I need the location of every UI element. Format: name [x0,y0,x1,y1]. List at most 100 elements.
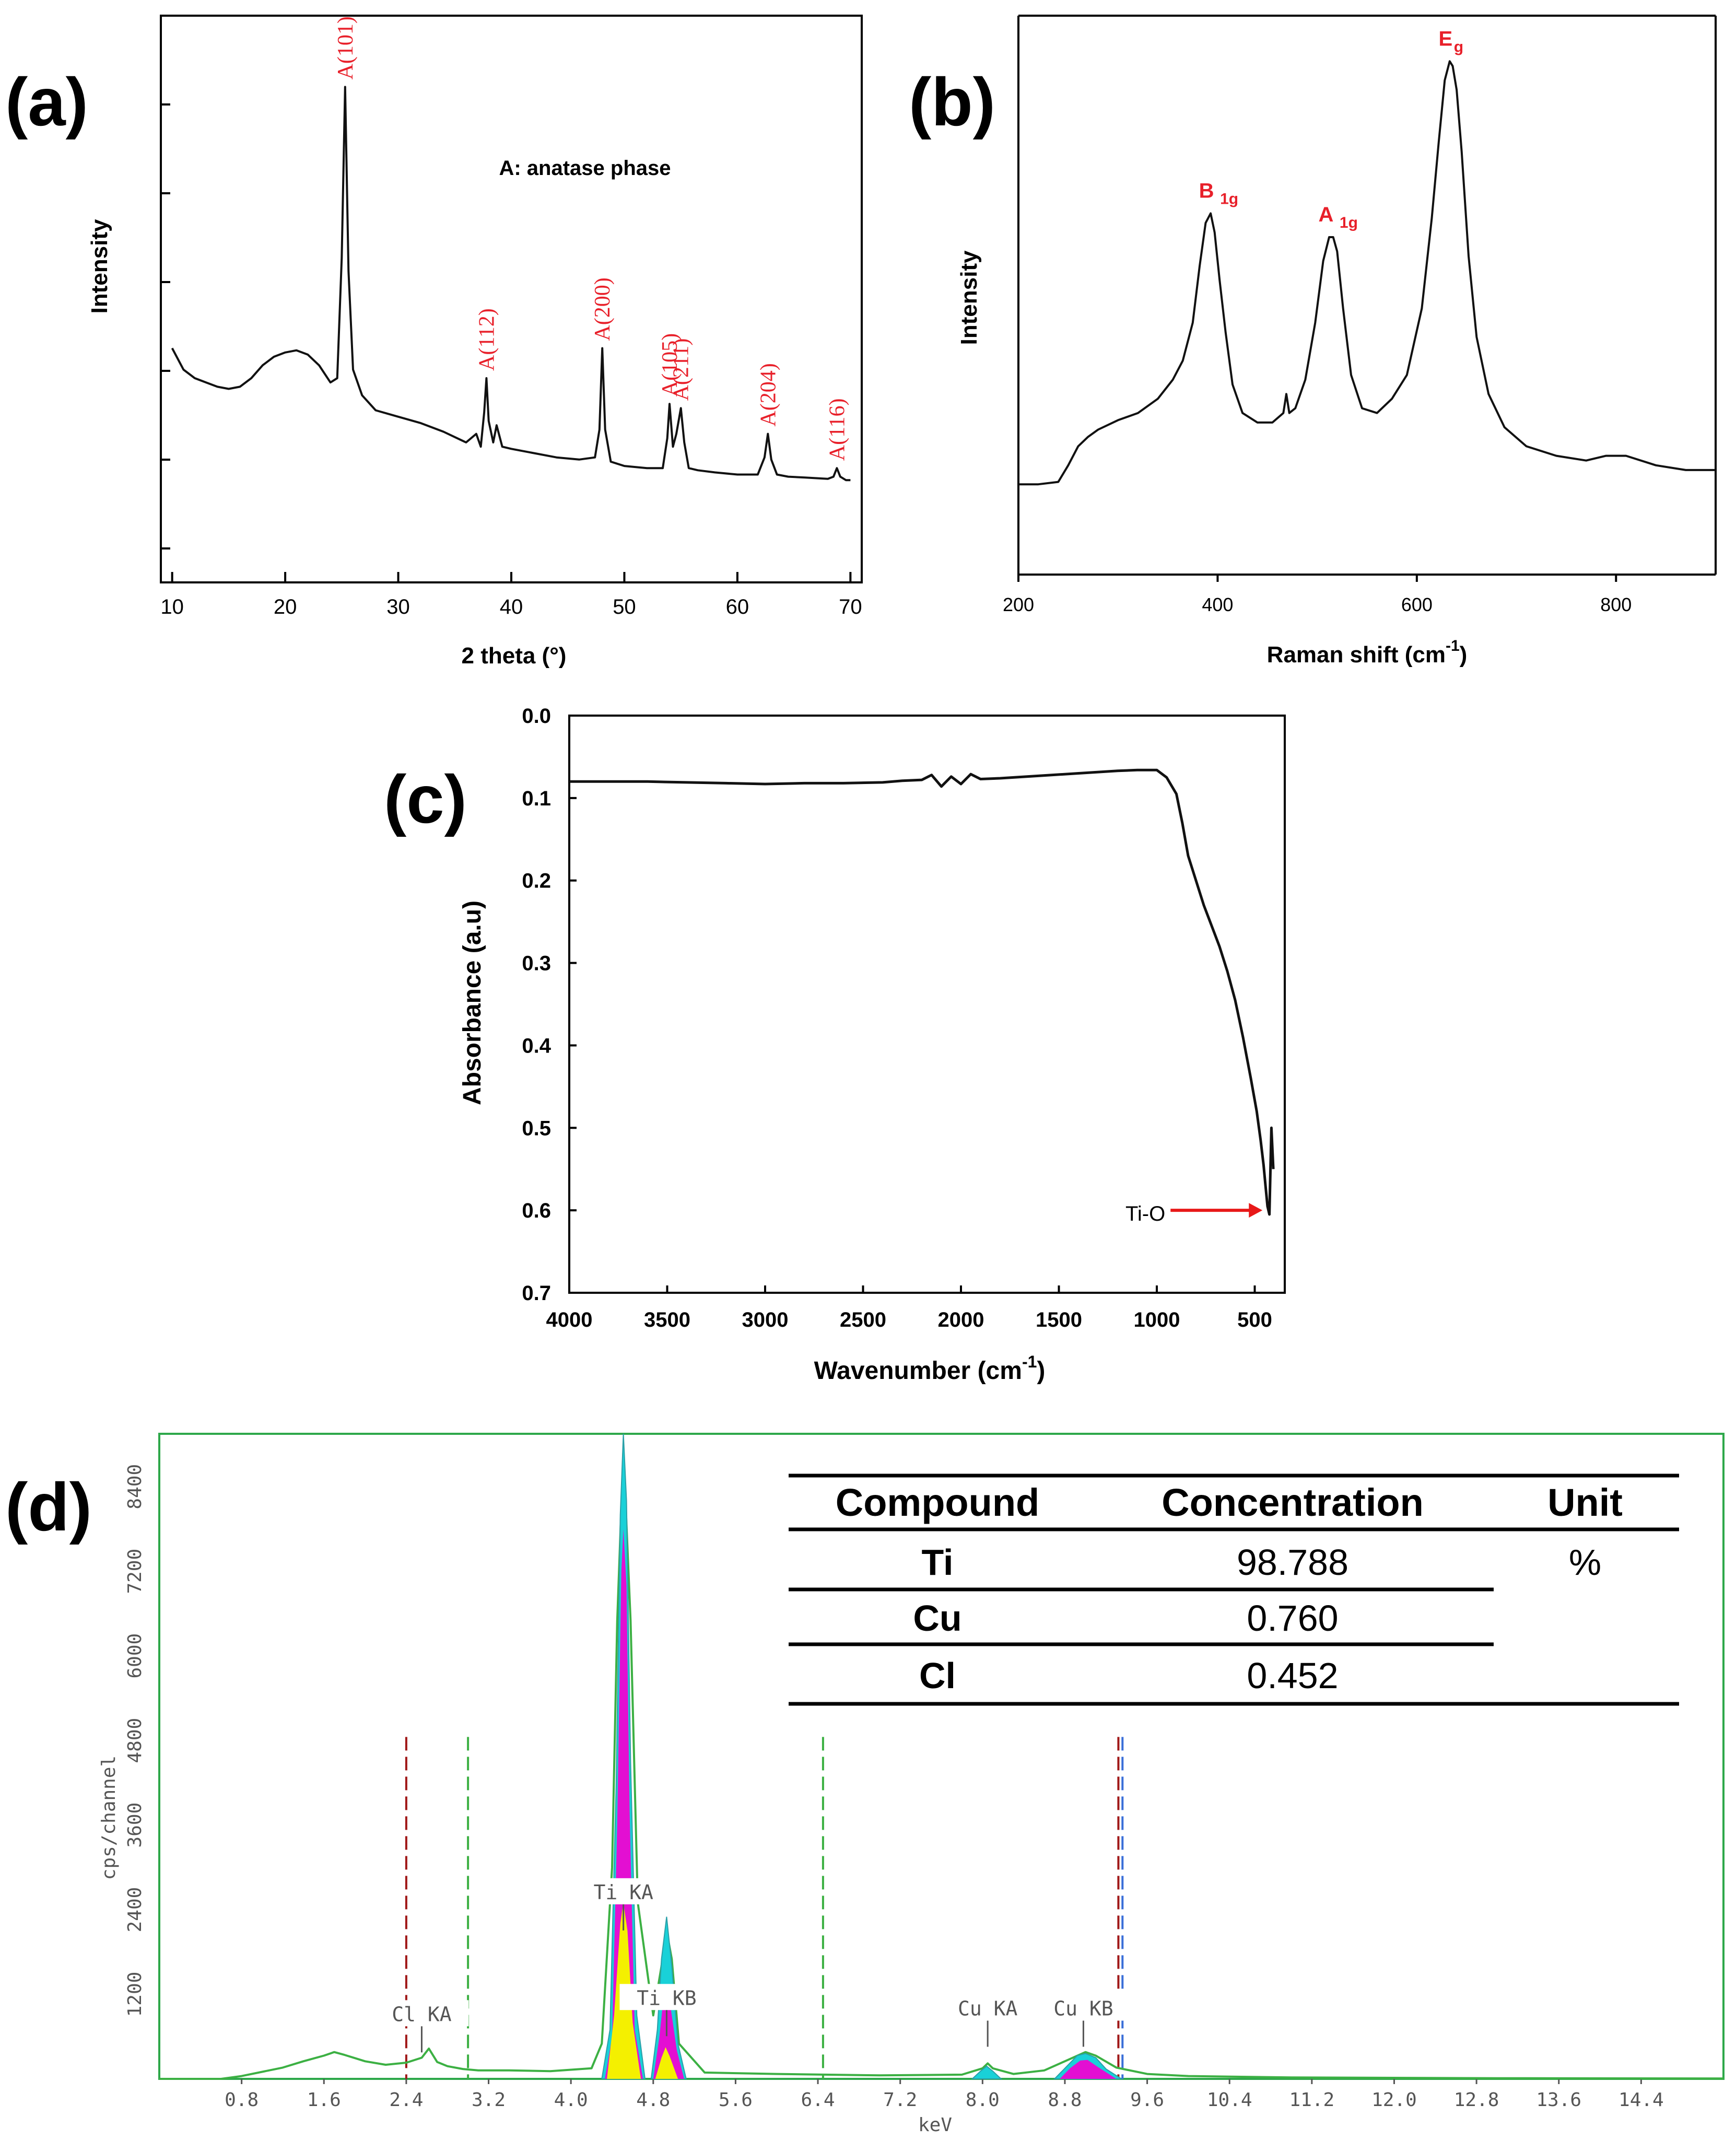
panel-b-label: (b) [909,64,995,140]
peak-label: A(200) [591,277,615,341]
y-tick-label: 0.0 [522,705,551,728]
table-cell-concentration: 0.452 [1247,1655,1338,1696]
composition-table: Compound Concentration Unit Ti 98.788 % Cu 0.76… [789,1473,1679,1706]
inset-text: A: anatase phase [499,157,671,180]
y-tick-label: 4800 [124,1718,146,1763]
x-tick-label: 14.4 [1618,2089,1664,2111]
y-tick-label: 1200 [124,1972,146,2017]
y-tick-label: 0.3 [522,952,551,975]
eds-peak-area [1060,2060,1117,2079]
y-tick-label: 0.1 [522,787,551,810]
xrd-series-line [171,86,851,482]
ti-o-arrow-head [1249,1203,1263,1218]
panel-c-label: (c) [384,761,467,837]
peak-label: A(101) [334,16,358,79]
ti-o-label: Ti-O [1125,1202,1165,1225]
raman-peak-subscript: g [1454,38,1463,55]
eds-peak-label: Ti KA [593,1881,653,1904]
peak-label-box [374,2000,469,2027]
x-tick-label: 10.4 [1207,2089,1252,2111]
x-tick-label: 3.2 [472,2089,506,2111]
table-cell-compound: Ti [922,1542,954,1583]
x-tick-label: 10 [160,595,184,618]
table-header: Unit [1547,1481,1623,1524]
x-tick-label: 3000 [742,1308,789,1331]
x-tick-label: 13.6 [1536,2089,1581,2111]
x-tick-label: 12.8 [1454,2089,1499,2111]
x-tick-label: 2000 [938,1308,984,1331]
x-tick-label: 8.0 [966,2089,1000,2111]
x-tick-label: 800 [1600,594,1632,615]
x-tick-label: 1.6 [307,2089,341,2111]
x-tick-label: 20 [274,595,297,618]
panel-d-frame [158,1433,1725,2080]
peak-label-box [619,1984,714,2010]
x-tick-label: 12.0 [1371,2089,1417,2111]
raman-series-line [1018,60,1716,486]
y-axis-label: Absorbance (a.u) [459,900,486,1105]
raman-peak-subscript: 1g [1340,214,1358,231]
x-tick-label: 3500 [644,1308,690,1331]
y-tick-label: 8400 [124,1464,146,1510]
table-header: Concentration [1162,1481,1424,1524]
x-tick-label: 4000 [546,1308,593,1331]
table-cell-compound: Cl [919,1655,956,1696]
eds-peak-area [655,2047,678,2079]
table-cell-concentration: 98.788 [1237,1542,1348,1583]
eds-peak-area [653,1994,684,2079]
y-axis-label: Intensity [87,219,112,313]
x-axis-label: Raman shift (cm-1) [1267,637,1468,668]
y-tick-label: 7200 [124,1549,146,1594]
y-tick-label: 0.7 [522,1282,551,1305]
y-tick-label: 0.2 [522,870,551,893]
y-axis-label: Intensity [956,250,982,345]
x-tick-label: 30 [386,595,410,618]
y-tick-label: 0.6 [522,1199,551,1222]
eds-peak-label: Cl KA [392,2003,452,2026]
x-tick-label: 70 [839,595,862,618]
y-tick-label: 2400 [124,1887,146,1933]
x-tick-label: 2.4 [389,2089,423,2111]
panel-d-label: (d) [5,1469,92,1545]
table-cell-concentration: 0.760 [1247,1598,1338,1639]
x-tick-label: 9.6 [1130,2089,1164,2111]
peak-label-box [1036,1994,1131,2021]
x-tick-label: 1000 [1134,1308,1180,1331]
peak-label: A(204) [756,363,780,426]
x-axis-label: Wavenumber (cm-1) [814,1352,1046,1385]
peak-label-box [941,1994,1035,2021]
y-axis-label: cps/channel [98,1756,120,1880]
table-header: Compound [836,1481,1039,1524]
peak-label-box [576,1878,671,1904]
table-cell-compound: Cu [913,1598,961,1639]
x-tick-label: 200 [1003,594,1034,615]
eds-peak-area [971,2065,1003,2079]
x-tick-label: 6.4 [801,2089,835,2111]
panel-d: (d) 1200 2400 3600 4800 6000 7200 8400 cps/chann… [5,1433,1725,2136]
x-tick-label: 400 [1202,594,1233,615]
x-tick-label: 1500 [1036,1308,1082,1331]
peak-label: A(211) [670,338,694,401]
y-tick-label: 3600 [124,1803,146,1848]
x-tick-label: 500 [1237,1308,1272,1331]
raman-peak-label: B [1199,180,1214,203]
eds-peak-label: Cu KA [958,1997,1018,2020]
x-tick-label: 11.2 [1289,2089,1334,2111]
panel-a: (a) 10 20 30 40 50 60 70 2 theta (°) Intensity A: … [5,15,863,669]
x-axis-label: 2 theta (°) [462,643,567,669]
peak-label: A(105) [658,333,682,396]
eds-peak-label: Ti KB [637,1986,696,2009]
panel-c: (c) 0.0 0.1 0.2 0.3 0.4 0.5 0.6 0.7 4000 3500 3000 2… [384,705,1286,1385]
x-tick-label: 50 [613,595,636,618]
x-tick-label: 8.8 [1048,2089,1082,2111]
panel-a-frame [160,15,863,583]
x-tick-label: 4.0 [554,2089,588,2111]
x-tick-label: 2500 [840,1308,886,1331]
x-tick-label: 0.8 [225,2089,259,2111]
x-tick-label: 5.6 [719,2089,753,2111]
y-tick-label: 0.5 [522,1117,551,1140]
raman-peak-label: E [1438,27,1452,50]
x-tick-label: 7.2 [883,2089,917,2111]
x-axis-label: keV [918,2114,952,2136]
